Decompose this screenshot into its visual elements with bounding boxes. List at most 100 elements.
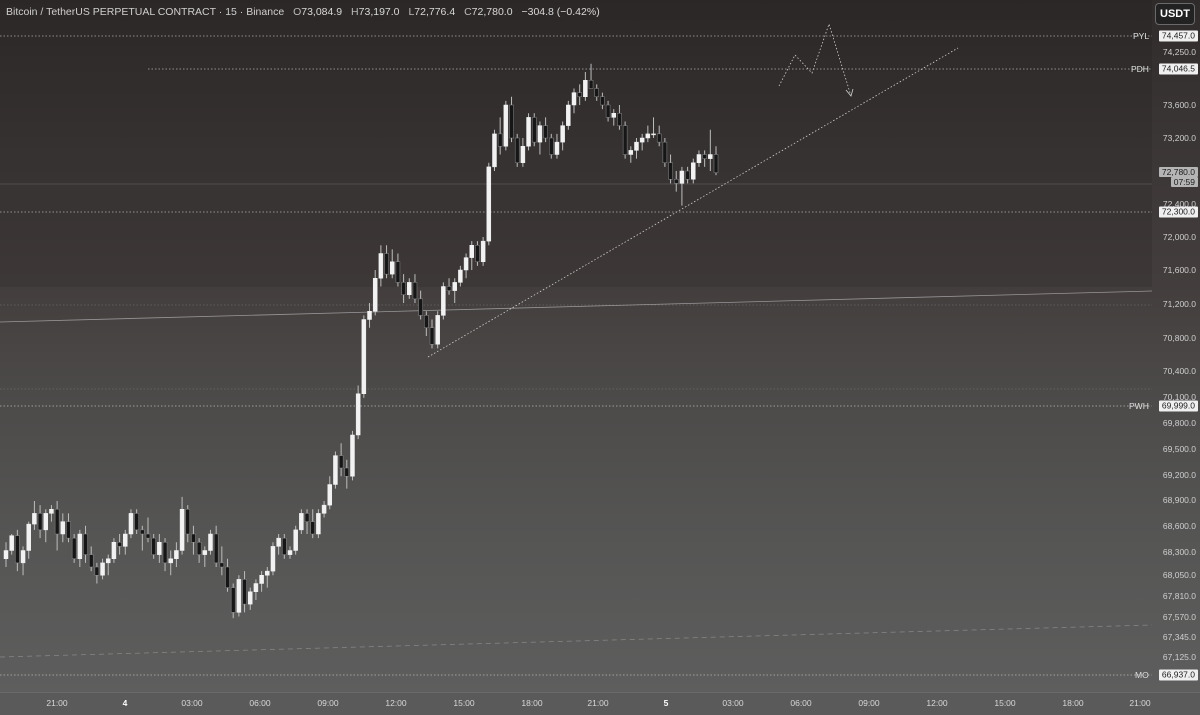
bearish-candle-body — [588, 80, 594, 89]
candle — [673, 171, 679, 192]
bullish-candle-body — [265, 570, 270, 576]
candle — [691, 158, 696, 184]
bearish-candle-body — [225, 566, 230, 588]
candle — [600, 92, 605, 110]
candle — [571, 88, 577, 114]
price-tick: 67,810.0 — [1162, 591, 1196, 601]
bearish-candle-body — [668, 162, 673, 180]
candle — [174, 542, 179, 567]
candle — [37, 505, 43, 539]
low-label: L — [408, 6, 415, 18]
time-tick: 06:00 — [790, 698, 812, 708]
close-label: C — [464, 6, 472, 18]
bearish-candle-body — [219, 562, 225, 568]
bullish-candle-body — [174, 550, 179, 559]
candle — [276, 534, 281, 555]
bullish-candle-body — [520, 146, 526, 163]
candle — [441, 282, 446, 320]
symbol-title[interactable]: Bitcoin / TetherUS PERPETUAL CONTRACT · … — [6, 6, 285, 18]
time-tick: 18:00 — [521, 698, 543, 708]
bearish-candle-body — [304, 513, 310, 522]
bearish-candle-body — [446, 286, 452, 291]
bearish-candle-body — [656, 133, 662, 143]
candle — [333, 451, 338, 489]
candle — [452, 278, 457, 303]
candle — [634, 138, 639, 159]
bearish-candle-body — [429, 327, 435, 345]
candle — [316, 509, 321, 539]
candle — [526, 113, 531, 151]
bullish-candle-body — [105, 558, 111, 564]
candle — [514, 133, 520, 167]
pwh-price-tag: 69,999.0 — [1158, 400, 1198, 412]
bearish-candle-body — [145, 533, 151, 539]
bullish-candle-body — [634, 141, 639, 151]
candle — [66, 513, 71, 543]
bullish-candle-body — [3, 550, 9, 559]
upper-shaded-zone — [0, 0, 1152, 287]
candle — [202, 546, 208, 567]
candle — [407, 278, 412, 299]
high-value: 73,197.0 — [358, 6, 400, 18]
candle — [418, 290, 423, 320]
price-tick: 70,400.0 — [1162, 366, 1196, 376]
time-tick: 06:00 — [249, 698, 271, 708]
time-tick: 5 — [663, 698, 669, 708]
candle — [242, 571, 247, 613]
time-tick: 09:00 — [317, 698, 339, 708]
candle — [486, 162, 492, 246]
candle — [88, 546, 94, 572]
bearish-candle-body — [577, 92, 582, 97]
candle — [94, 562, 100, 584]
candle — [54, 501, 60, 551]
bullish-candle-body — [537, 125, 543, 143]
bearish-candle-body — [412, 282, 418, 300]
candle — [259, 571, 264, 592]
bearish-candle-body — [242, 579, 247, 605]
candle — [651, 117, 656, 138]
price-tick: 67,570.0 — [1162, 612, 1196, 622]
bearish-candle-body — [622, 125, 628, 155]
price-tick: 73,200.0 — [1162, 133, 1196, 143]
candle — [270, 542, 276, 576]
time-axis[interactable]: 21:00 4 03:00 06:00 09:00 12:00 15:00 18… — [0, 692, 1200, 715]
candle — [179, 496, 185, 555]
candle — [236, 575, 242, 617]
close-value: 72,780.0 — [471, 6, 513, 18]
candle — [304, 509, 310, 534]
bearish-candle-body — [54, 509, 60, 535]
bearish-candle-body — [162, 542, 168, 564]
candle — [168, 550, 173, 576]
candle — [509, 96, 514, 143]
candle — [537, 121, 543, 155]
bullish-candle-body — [77, 533, 83, 559]
symbol-info-bar: Bitcoin / TetherUS PERPETUAL CONTRACT · … — [6, 6, 600, 18]
price-tick: 68,300.0 — [1162, 547, 1196, 557]
candle — [299, 509, 304, 534]
candle — [679, 166, 685, 206]
candle — [350, 430, 355, 481]
price-axis[interactable]: 74,250.0 73,600.0 73,200.0 72,400.0 72,0… — [1152, 0, 1200, 692]
bullish-candle-body — [441, 286, 446, 316]
time-tick: 4 — [122, 698, 128, 708]
bearish-candle-body — [66, 521, 71, 539]
candle — [395, 253, 401, 287]
candle — [338, 443, 344, 477]
bearish-candle-body — [685, 170, 690, 180]
candle — [384, 245, 389, 279]
candle — [435, 311, 440, 349]
bullish-candle-body — [123, 533, 128, 547]
candle — [480, 237, 486, 266]
candle — [230, 583, 236, 619]
bullish-candle-body — [321, 504, 327, 514]
candle — [191, 525, 196, 555]
currency-button[interactable]: USDT — [1155, 3, 1195, 25]
candle — [492, 129, 497, 171]
candle — [713, 146, 719, 176]
bullish-candle-body — [270, 546, 276, 572]
bearish-candle-body — [549, 137, 554, 155]
candle — [140, 525, 145, 551]
bullish-candle-body — [327, 484, 333, 506]
bullish-candle-body — [696, 154, 702, 163]
